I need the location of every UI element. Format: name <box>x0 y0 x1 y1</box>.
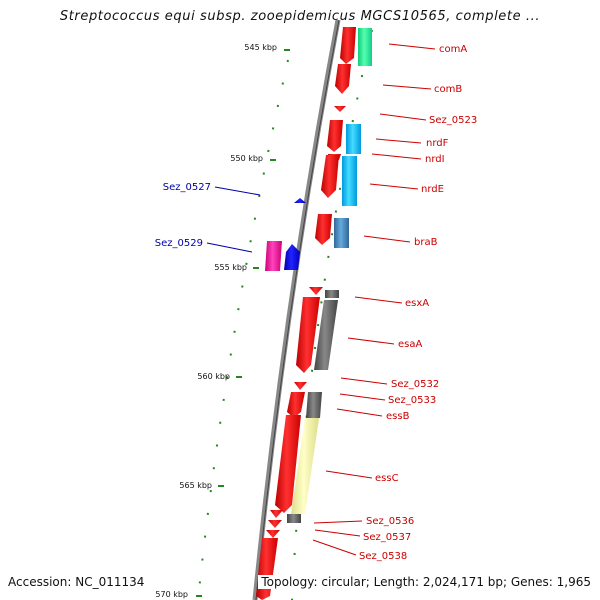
gene-label-brab: braB <box>414 237 438 248</box>
gene-label-sez-0527: Sez_0527 <box>163 182 211 193</box>
product-sez-0529 <box>265 241 282 271</box>
gene-label-comb: comB <box>434 84 462 95</box>
accession-text: Accession: NC_011134 <box>8 575 145 589</box>
cds-sez-0529 <box>284 244 300 270</box>
tick-label-545: 545 kbp <box>244 43 277 52</box>
cds-nrde <box>321 155 339 198</box>
cds-esaa <box>296 297 320 373</box>
genome-backbone <box>252 19 341 600</box>
gene-label-sez-0538: Sez_0538 <box>359 551 407 562</box>
cds-essc <box>275 415 301 513</box>
gene-labels-left: Sez_0527 Sez_0529 <box>155 182 211 249</box>
gene-label-esaa: esaA <box>398 339 422 350</box>
cds-sez-0537 <box>268 520 282 528</box>
product-esxa <box>325 290 339 298</box>
cds-sez-0523 <box>334 106 346 112</box>
cds-sez-0532 <box>294 382 307 390</box>
gene-label-essb: essB <box>386 411 410 422</box>
leader-lines-left <box>206 186 261 253</box>
gene-label-esxa: esxA <box>405 298 429 309</box>
cds-sez-0527 <box>294 198 306 203</box>
product-coma <box>358 28 372 66</box>
product-sez-0536 <box>287 514 301 523</box>
tick-label-570: 570 kbp <box>155 590 188 599</box>
tick-label-550: 550 kbp <box>230 154 263 163</box>
gene-label-sez-0536: Sez_0536 <box>366 516 414 527</box>
leader-lines-right <box>312 43 436 556</box>
gene-label-nrdf: nrdF <box>426 138 449 149</box>
gene-label-sez-0529: Sez_0529 <box>155 238 203 249</box>
gene-label-essc: essC <box>375 473 399 484</box>
cds-sez-0533 <box>287 392 305 418</box>
map-title: Streptococcus equi subsp. zooepidemicus … <box>59 9 541 24</box>
product-essc <box>291 418 319 514</box>
gene-label-sez-0533: Sez_0533 <box>388 395 436 406</box>
product-brab <box>334 218 349 248</box>
gene-label-sez-0537: Sez_0537 <box>363 532 411 543</box>
forward-cds-track <box>256 27 356 600</box>
tick-label-560: 560 kbp <box>197 372 230 381</box>
gene-label-nrde: nrdE <box>421 184 444 195</box>
gene-label-sez-0532: Sez_0532 <box>391 379 439 390</box>
gene-labels-right: comA comB Sez_0523 nrdF nrdI nrdE braB e… <box>359 44 477 562</box>
cds-esxa <box>309 287 323 295</box>
product-esaa <box>314 300 338 370</box>
cds-nrdf <box>327 120 343 152</box>
product-nrde <box>342 156 357 206</box>
product-nrdf <box>346 124 361 154</box>
gene-label-sez-0523: Sez_0523 <box>429 115 477 126</box>
genome-summary-text: Topology: circular; Length: 2,024,171 bp… <box>258 575 591 589</box>
gene-label-coma: comA <box>439 44 467 55</box>
tick-label-555: 555 kbp <box>214 263 247 272</box>
tick-label-565: 565 kbp <box>179 481 212 490</box>
cds-coma <box>340 27 356 64</box>
product-track <box>265 28 372 523</box>
inner-dotted-arc <box>197 59 289 600</box>
cds-brab <box>315 214 332 245</box>
gene-label-nrdi: nrdI <box>425 154 445 165</box>
reverse-cds-track <box>284 198 306 270</box>
cds-sez-0536 <box>270 510 283 518</box>
kbp-ticks: 545 kbp 550 kbp 555 kbp 560 kbp 565 kbp … <box>155 43 290 599</box>
cds-comb <box>335 64 351 94</box>
cds-sez-0538 <box>266 530 280 538</box>
product-essb <box>306 392 322 418</box>
